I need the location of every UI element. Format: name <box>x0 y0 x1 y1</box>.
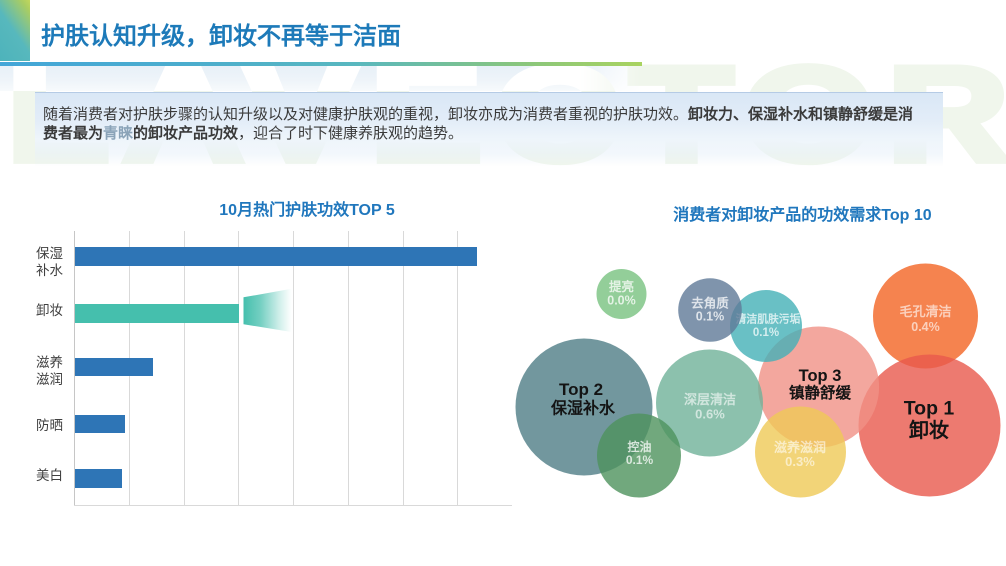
svg-text:0.1%: 0.1% <box>696 310 725 324</box>
svg-text:控油: 控油 <box>627 439 651 454</box>
svg-text:镇静舒缓: 镇静舒缓 <box>789 383 852 402</box>
svg-text:0.3%: 0.3% <box>785 454 815 469</box>
svg-text:提亮: 提亮 <box>609 279 634 294</box>
svg-text:保湿补水: 保湿补水 <box>550 399 616 418</box>
svg-text:0.4%: 0.4% <box>911 320 940 334</box>
svg-text:卸妆: 卸妆 <box>909 418 949 442</box>
svg-text:Top 2: Top 2 <box>559 380 603 399</box>
svg-text:0.1%: 0.1% <box>626 453 654 467</box>
svg-text:0.0%: 0.0% <box>607 294 636 308</box>
svg-text:滋养滋润: 滋养滋润 <box>774 440 826 455</box>
svg-text:去角质: 去角质 <box>691 296 729 311</box>
svg-text:0.6%: 0.6% <box>695 407 725 422</box>
svg-text:Top 3: Top 3 <box>799 367 842 385</box>
svg-text:清洁肌肤污垢: 清洁肌肤污垢 <box>736 312 801 326</box>
svg-text:Top 1: Top 1 <box>904 398 955 420</box>
svg-text:毛孔清洁: 毛孔清洁 <box>899 304 951 319</box>
svg-text:深层清洁: 深层清洁 <box>684 392 736 407</box>
svg-text:0.1%: 0.1% <box>753 327 779 339</box>
